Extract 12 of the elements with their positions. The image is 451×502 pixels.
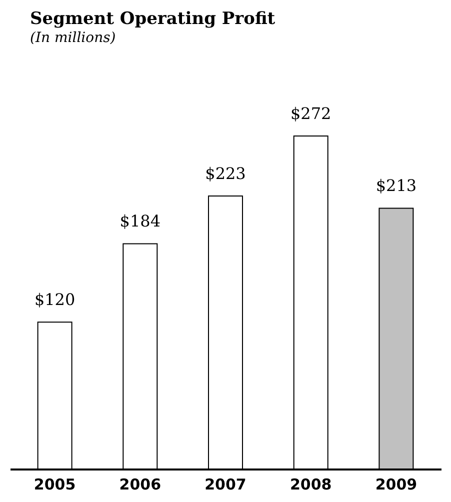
x-tick-label: 2009 [375,476,418,494]
x-tick-label: 2006 [119,476,162,494]
data-label: $272 [290,104,332,123]
chart-subtitle: (In millions) [30,30,116,46]
data-label: $213 [376,176,417,196]
data-label: $120 [34,290,76,310]
x-tick-label: 2008 [290,476,332,494]
x-tick-label: 2007 [204,476,246,494]
data-label: $223 [205,164,246,183]
data-label: $184 [120,212,161,231]
x-tick-label: 2005 [34,476,76,494]
chart-title: Segment Operating Profit [30,9,276,29]
